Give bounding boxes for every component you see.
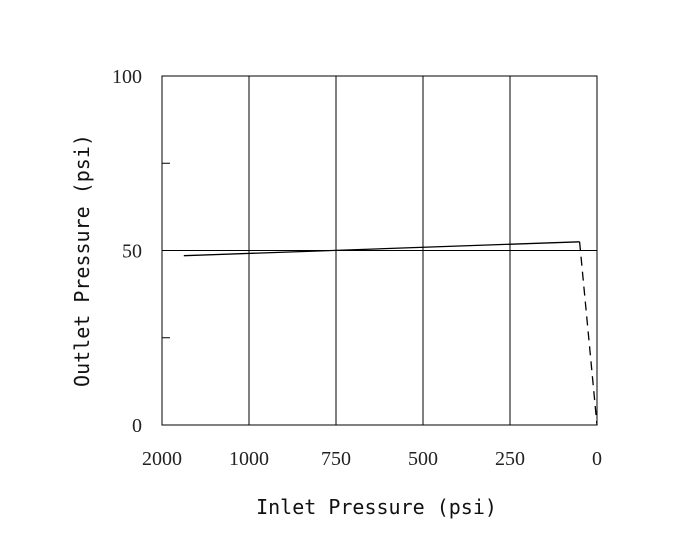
y-tick-labels: 0 50 100 xyxy=(112,66,142,437)
x-axis-title: Inlet Pressure (psi) xyxy=(256,495,497,519)
y-tick-label: 0 xyxy=(132,415,142,437)
grid-lines xyxy=(162,76,597,425)
series-line-dashed xyxy=(578,241,598,426)
x-tick-label: 500 xyxy=(408,448,438,470)
x-tick-label: 250 xyxy=(495,448,525,470)
y-axis-title: Outlet Pressure (psi) xyxy=(70,134,94,387)
plot-frame xyxy=(161,75,598,426)
y-minor-ticks xyxy=(162,162,170,339)
x-tick-label: 2000 xyxy=(142,448,182,470)
y-tick-label: 100 xyxy=(112,66,142,88)
x-tick-labels: 2000 1000 750 500 250 0 xyxy=(142,448,602,470)
x-tick-label: 0 xyxy=(592,448,602,470)
x-tick-label: 750 xyxy=(321,448,351,470)
series-line-solid xyxy=(183,241,580,257)
x-tick-label: 1000 xyxy=(229,448,269,470)
y-tick-label: 50 xyxy=(122,241,142,263)
series-group xyxy=(183,241,598,426)
